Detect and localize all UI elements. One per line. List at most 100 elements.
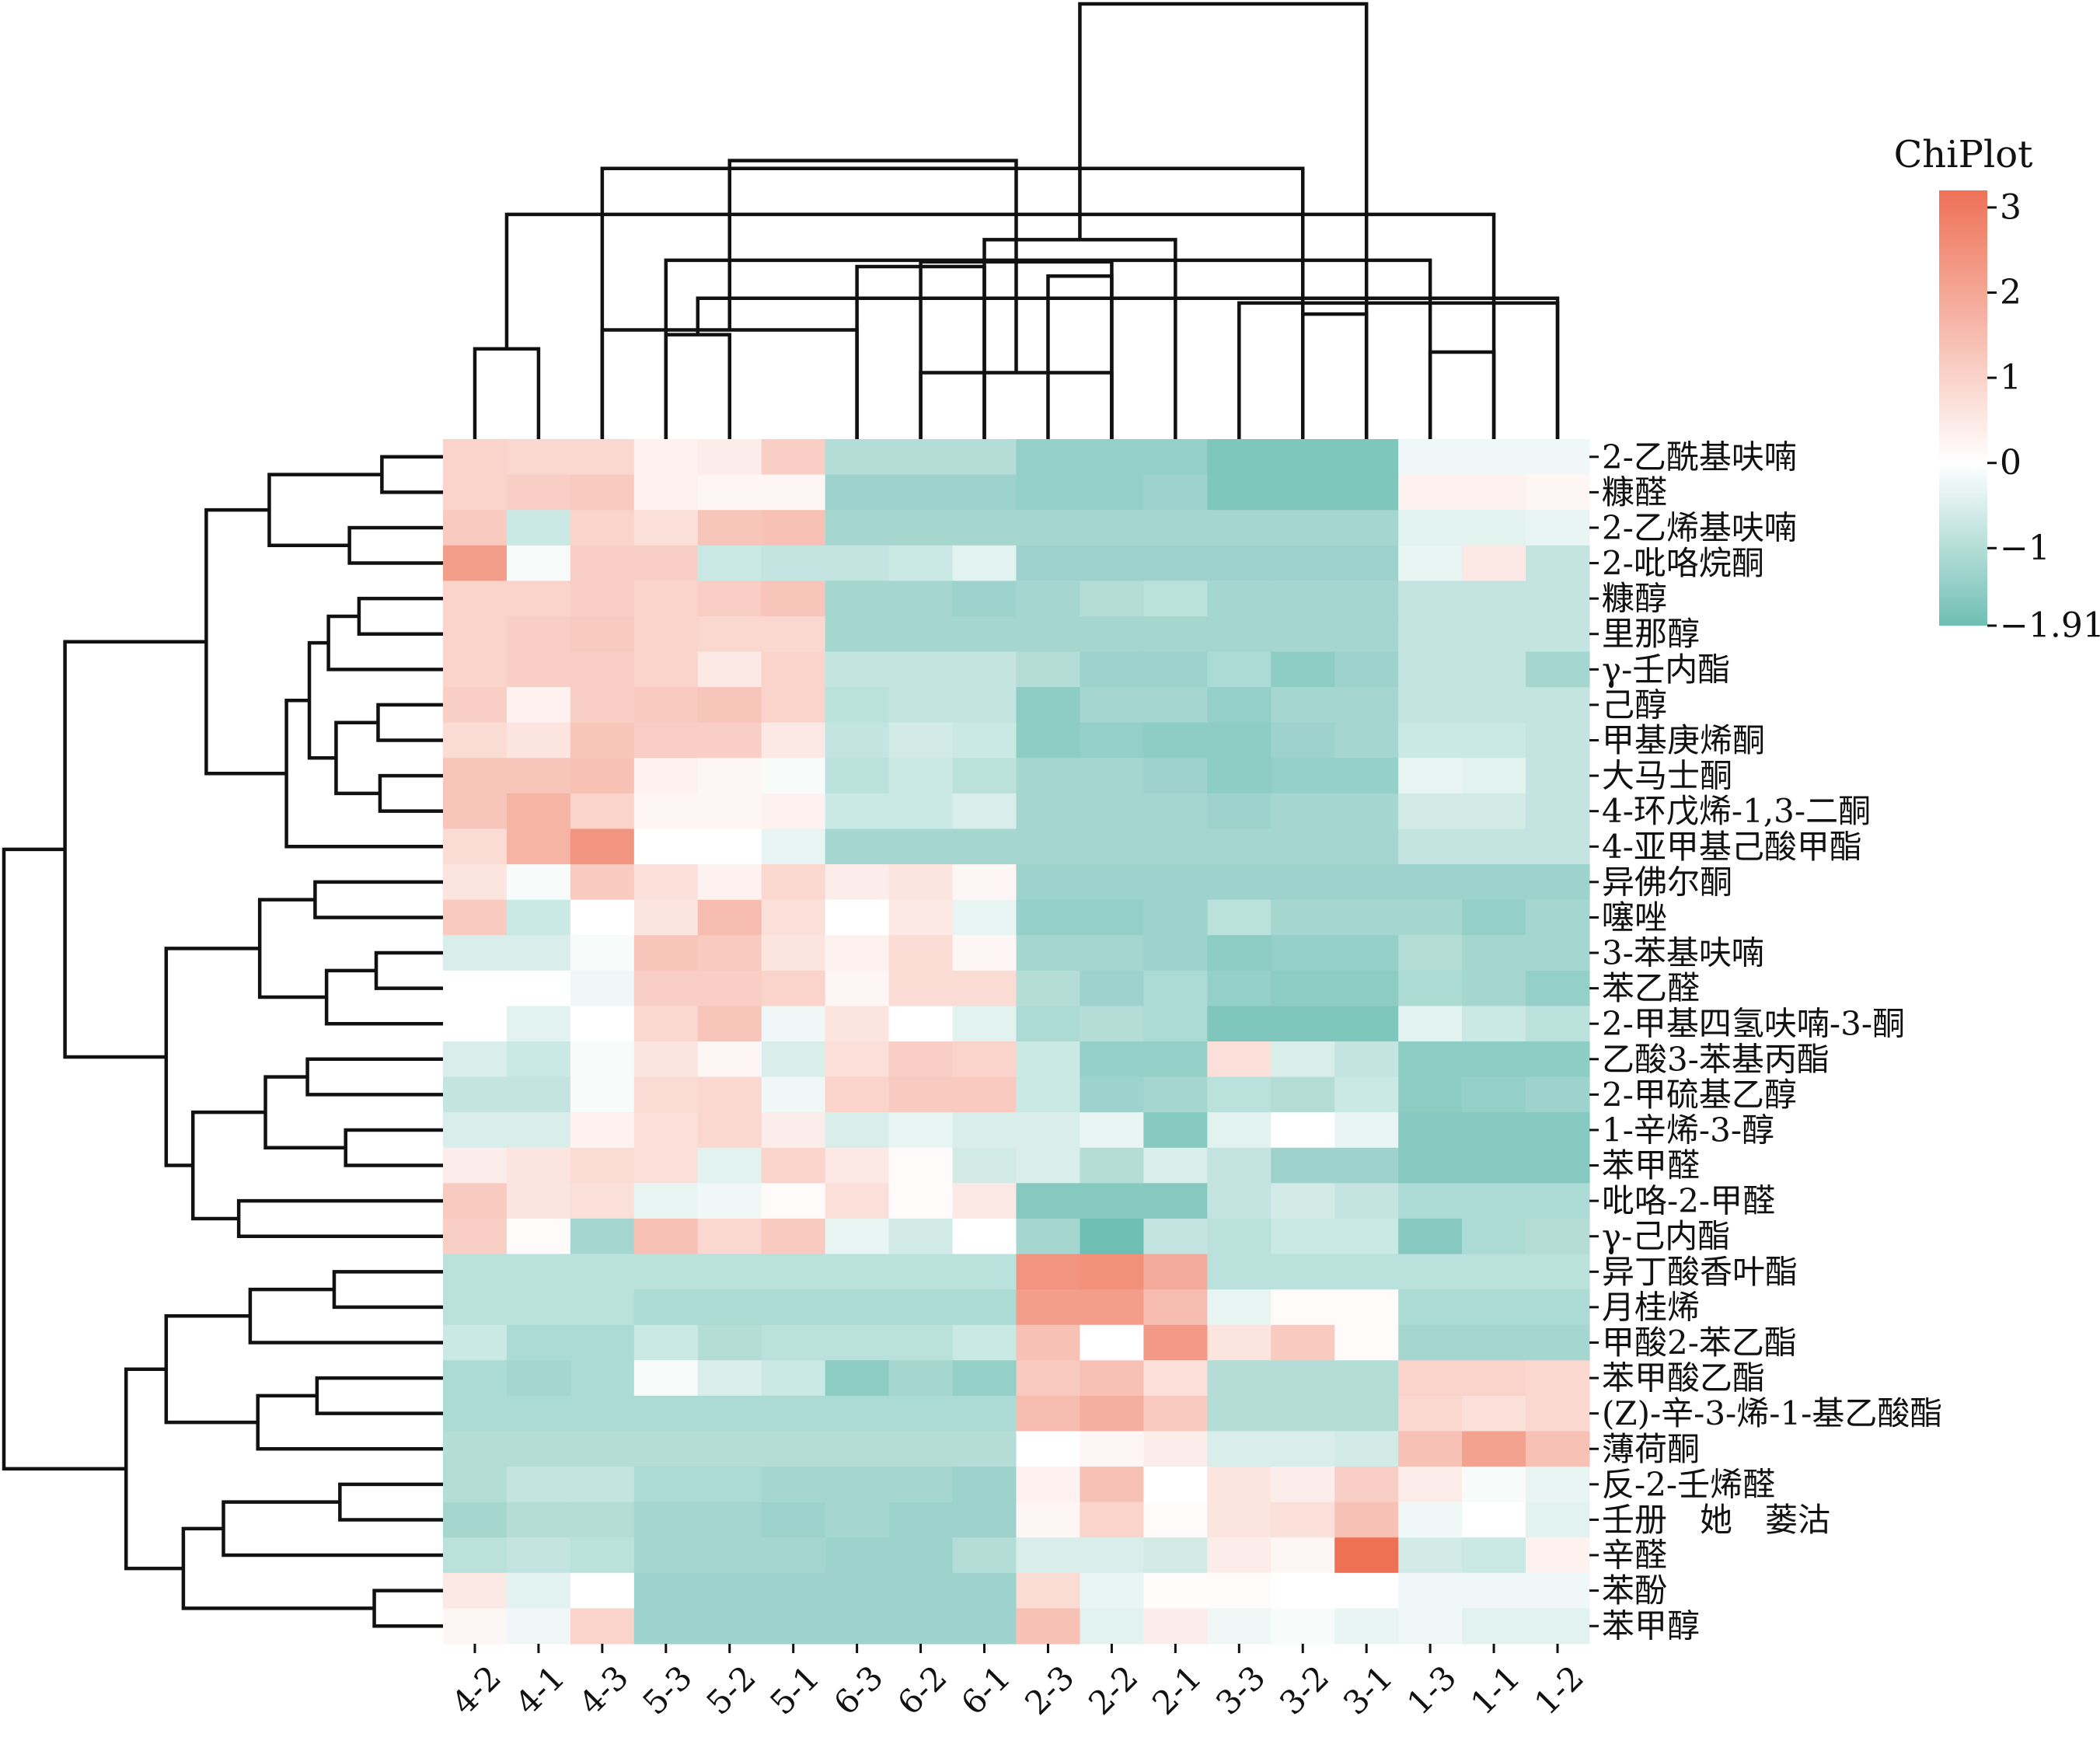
heatmap-cell — [825, 1147, 890, 1184]
heatmap-cell — [1143, 1041, 1208, 1078]
heatmap-cell — [1526, 1537, 1590, 1574]
row-label: 3-苯基呋喃 — [1602, 934, 1764, 972]
dendrogram-link — [600, 166, 1305, 439]
heatmap-cell — [1334, 899, 1399, 936]
heatmap-cell — [1207, 1608, 1272, 1645]
heatmap-cell — [1334, 1608, 1399, 1645]
heatmap-cell — [443, 651, 508, 688]
heatmap-cell — [952, 1112, 1017, 1149]
heatmap-cell — [825, 687, 890, 724]
heatmap-cell — [888, 1467, 954, 1503]
heatmap-cell — [633, 1112, 699, 1149]
dendrogram-link — [2, 847, 127, 1471]
heatmap-cell — [1398, 581, 1463, 617]
row-label: 吡咯-2-甲醛 — [1602, 1182, 1775, 1220]
heatmap-cell — [888, 474, 954, 511]
heatmap-cell — [1143, 1608, 1208, 1645]
heatmap-cell — [443, 545, 508, 581]
heatmap-cell — [1462, 1608, 1526, 1645]
heatmap-cell — [1207, 1183, 1272, 1219]
heatmap-cell — [888, 1076, 954, 1113]
heatmap-cell — [761, 510, 826, 546]
heatmap-cell — [761, 722, 826, 759]
row-label: 辛醛 — [1602, 1536, 1667, 1575]
heatmap-cell — [1526, 793, 1590, 830]
heatmap-cell — [1334, 1147, 1399, 1184]
dendrogram-link — [1301, 312, 1369, 439]
heatmap-cell — [952, 1324, 1017, 1361]
legend-tick-label: 2 — [2000, 273, 2022, 312]
heatmap-cell — [570, 1431, 635, 1467]
dendrogram-link — [313, 880, 443, 919]
heatmap-cell — [825, 1572, 890, 1610]
dendrogram-link — [380, 455, 443, 494]
heatmap-cell — [825, 651, 890, 688]
heatmap-cell — [633, 899, 699, 936]
dendrogram-link — [257, 898, 327, 999]
heatmap-cell — [1526, 1183, 1590, 1219]
heatmap-cell — [506, 864, 571, 901]
heatmap-cell — [1207, 687, 1272, 724]
heatmap-cell — [1271, 793, 1335, 830]
heatmap-cell — [1016, 1324, 1081, 1361]
dendrogram-link — [1237, 301, 1560, 439]
heatmap-cell — [1526, 510, 1590, 546]
heatmap-cell — [952, 1006, 1017, 1042]
heatmap-cell — [1080, 687, 1144, 724]
dendrogram-link — [727, 159, 1018, 373]
heatmap-cell — [1526, 1218, 1590, 1255]
heatmap-cell — [1334, 1572, 1399, 1610]
heatmap-cell — [1143, 1467, 1208, 1503]
heatmap-cell — [1143, 581, 1208, 617]
heatmap-cell — [633, 1502, 699, 1538]
heatmap-cell — [1080, 864, 1144, 901]
heatmap-cell — [1143, 864, 1208, 901]
heatmap-cell — [697, 1112, 762, 1149]
dendrogram-link — [1046, 274, 1114, 439]
row-label: 2-吡咯烷酮 — [1602, 544, 1764, 582]
heatmap-cell — [1207, 1324, 1272, 1361]
heatmap-cell — [1398, 1147, 1463, 1184]
heatmap-cell — [1398, 1218, 1463, 1255]
heatmap-cell — [697, 1218, 762, 1255]
row-label: 1-辛烯-3-醇 — [1602, 1111, 1774, 1149]
heatmap-cell — [1143, 970, 1208, 1007]
heatmap-cell — [1080, 828, 1144, 865]
heatmap-cell — [1398, 1467, 1463, 1503]
heatmap-cell — [1526, 651, 1590, 688]
heatmap-cell — [1207, 1041, 1272, 1078]
heatmap-cell — [1207, 651, 1272, 688]
column-label: 3-3 — [1209, 1658, 1272, 1721]
row-label: (Z)-辛-3-烯-1-基乙酸酯 — [1602, 1394, 1942, 1432]
heatmap-cell — [1143, 793, 1208, 830]
heatmap-cell — [697, 1360, 762, 1397]
column-label: 3-1 — [1336, 1658, 1400, 1721]
dendrogram-link — [267, 473, 382, 548]
heatmap-cell — [1271, 1041, 1335, 1078]
column-label: 5-2 — [699, 1658, 762, 1721]
heatmap-cell — [506, 1076, 571, 1113]
heatmap-cell — [1016, 1572, 1081, 1610]
heatmap-cell — [1334, 935, 1399, 971]
heatmap-cell — [1080, 722, 1144, 759]
heatmap-cell — [570, 651, 635, 688]
heatmap-cell — [1080, 1431, 1144, 1467]
heatmap-cell — [697, 1041, 762, 1078]
heatmap-cell — [697, 935, 762, 971]
heatmap-cell — [952, 864, 1017, 901]
heatmap-cell — [1334, 1324, 1399, 1361]
heatmap-cell — [1398, 439, 1463, 476]
heatmap-cell — [1080, 510, 1144, 546]
row-label: 苯甲醇 — [1602, 1607, 1700, 1645]
heatmap-cell — [1207, 616, 1272, 653]
heatmap-cell — [1334, 1467, 1399, 1503]
heatmap-cell — [1080, 1183, 1144, 1219]
heatmap-cell — [1143, 828, 1208, 865]
heatmap-cell — [1207, 1147, 1272, 1184]
heatmap-cell — [1398, 1041, 1463, 1078]
heatmap-cell — [1207, 1076, 1272, 1113]
heatmap-cell — [761, 899, 826, 936]
dendrogram-link — [376, 703, 443, 742]
heatmap-cell — [443, 899, 508, 936]
heatmap-cell — [570, 474, 635, 511]
